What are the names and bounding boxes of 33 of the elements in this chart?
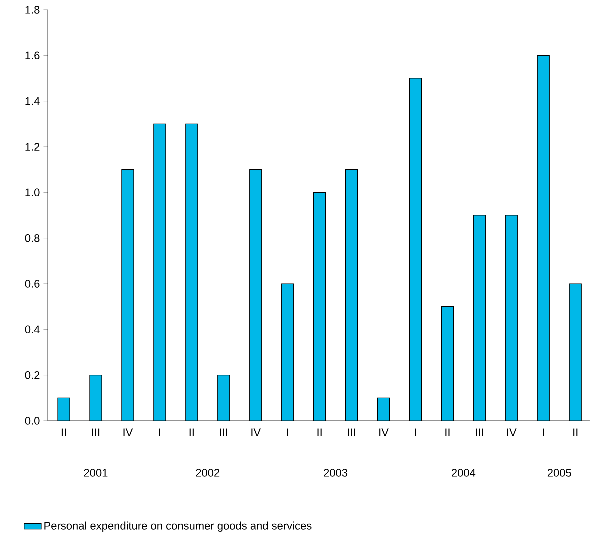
x-tick-label: I bbox=[159, 428, 160, 436]
x-tick-label: II bbox=[190, 428, 194, 436]
y-tick-label: 1.6 bbox=[26, 52, 40, 60]
y-tick-label: 0.8 bbox=[25, 234, 40, 242]
x-tick-label: III bbox=[476, 428, 484, 436]
y-tick-label: 0.4 bbox=[25, 326, 40, 334]
text: 2001 bbox=[84, 469, 108, 477]
y-tick-label: 1.2 bbox=[26, 143, 40, 151]
legend-label: Personal expenditure on consumer goods and services bbox=[44, 522, 312, 532]
x-tick-label: IV bbox=[507, 428, 517, 436]
y-tick-label: 0.0 bbox=[25, 417, 40, 425]
text: 2002 bbox=[196, 469, 220, 477]
x-tick-label: III bbox=[220, 428, 228, 436]
text: 2005 bbox=[548, 469, 572, 477]
y-tick-label: 1.0 bbox=[26, 188, 40, 197]
y-tick-label: 0.2 bbox=[25, 371, 40, 380]
x-tick-label: III bbox=[348, 428, 356, 436]
x-tick-label: II bbox=[318, 428, 322, 436]
x-tick-label: I bbox=[287, 428, 288, 436]
x-tick-label: I bbox=[543, 428, 544, 436]
text: 2004 bbox=[452, 469, 476, 477]
y-tick-label: 1.4 bbox=[26, 98, 40, 106]
x-tick-label: II bbox=[574, 428, 578, 436]
x-tick-label: IV bbox=[252, 428, 261, 436]
x-tick-label: III bbox=[92, 428, 100, 436]
y-tick-label: 1.8 bbox=[26, 6, 40, 14]
x-tick-label: I bbox=[415, 428, 416, 436]
y-tick-label: 0.6 bbox=[25, 280, 40, 288]
x-tick-label: IV bbox=[124, 428, 134, 436]
x-tick-label: II bbox=[62, 428, 66, 436]
x-tick-label: II bbox=[446, 428, 450, 436]
x-tick-label: IV bbox=[380, 428, 389, 436]
text: 2003 bbox=[324, 469, 348, 477]
